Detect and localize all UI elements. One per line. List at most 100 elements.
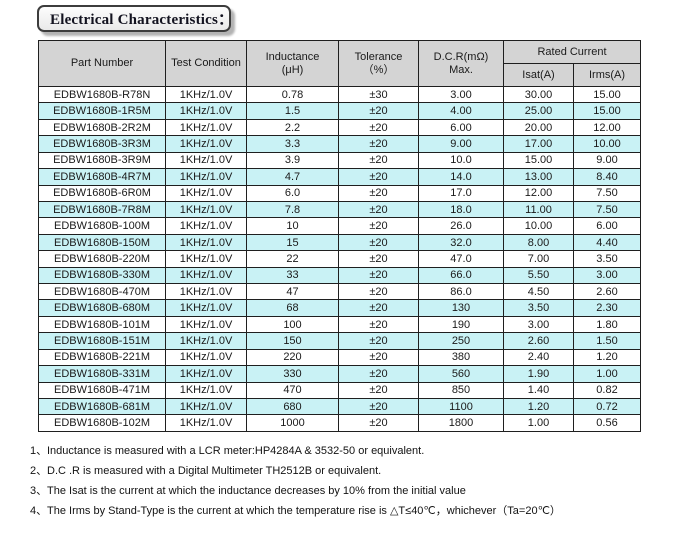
cell-isat: 5.50 bbox=[503, 266, 574, 285]
table-row: EDBW1680B-471M 1KHz/1.0V 470 ±20 850 1.40 0.82 bbox=[38, 381, 641, 400]
table-row: EDBW1680B-220M 1KHz/1.0V 22 ±20 47.0 7.00 3.50 bbox=[38, 250, 641, 268]
table-row: EDBW1680B-R78N 1KHz/1.0V 0.78 ±30 3.00 30.00 1… bbox=[38, 85, 641, 104]
cell-dcr-max: 6.00 bbox=[418, 118, 504, 137]
header-tolerance-label: Tolerance bbox=[354, 50, 403, 63]
cell-inductance: 4.7 bbox=[246, 168, 339, 186]
footnote-text: D.C .R is measured with a Digital Multim… bbox=[47, 465, 382, 477]
cell-dcr-max: 10.0 bbox=[418, 151, 504, 170]
cell-tolerance: ±20 bbox=[338, 365, 419, 383]
cell-irms: 9.00 bbox=[573, 151, 641, 170]
footnote-number: 4、 bbox=[30, 505, 48, 517]
cell-irms: 12.00 bbox=[573, 118, 641, 137]
cell-part-number: EDBW1680B-102M bbox=[38, 414, 166, 432]
cell-inductance: 100 bbox=[246, 315, 339, 334]
cell-dcr-max: 850 bbox=[418, 381, 504, 400]
cell-tolerance: ±20 bbox=[338, 266, 419, 285]
cell-inductance: 330 bbox=[246, 365, 339, 383]
footnote: 4、 The Irms by Stand-Type is the current … bbox=[30, 501, 660, 521]
cell-isat: 7.00 bbox=[503, 250, 574, 268]
cell-isat: 1.20 bbox=[503, 398, 574, 416]
header-test-condition: Test Condition bbox=[165, 40, 247, 87]
cell-inductance: 22 bbox=[246, 250, 339, 268]
table-row: EDBW1680B-221M 1KHz/1.0V 220 ±20 380 2.40 1.20 bbox=[38, 348, 641, 367]
cell-dcr-max: 9.00 bbox=[418, 135, 504, 153]
cell-test-condition: 1KHz/1.0V bbox=[165, 217, 247, 235]
table-row: EDBW1680B-1R5M 1KHz/1.0V 1.5 ±20 4.00 25.00 15… bbox=[38, 102, 641, 120]
cell-part-number: EDBW1680B-3R9M bbox=[38, 151, 166, 170]
cell-tolerance: ±20 bbox=[338, 184, 419, 202]
cell-test-condition: 1KHz/1.0V bbox=[165, 414, 247, 432]
table-header: Part Number Test Condition Inductance (μ… bbox=[38, 40, 641, 87]
cell-tolerance: ±20 bbox=[338, 102, 419, 120]
cell-isat: 2.60 bbox=[503, 332, 574, 350]
cell-part-number: EDBW1680B-R78N bbox=[38, 85, 166, 104]
cell-tolerance: ±20 bbox=[338, 299, 419, 317]
cell-dcr-max: 18.0 bbox=[418, 200, 504, 219]
header-dcr-max: Max. bbox=[449, 63, 473, 76]
cell-irms: 2.30 bbox=[573, 299, 641, 317]
cell-dcr-max: 47.0 bbox=[418, 250, 504, 268]
cell-test-condition: 1KHz/1.0V bbox=[165, 168, 247, 186]
cell-test-condition: 1KHz/1.0V bbox=[165, 200, 247, 219]
cell-tolerance: ±20 bbox=[338, 168, 419, 186]
cell-irms: 7.50 bbox=[573, 200, 641, 219]
cell-irms: 8.40 bbox=[573, 168, 641, 186]
cell-irms: 6.00 bbox=[573, 217, 641, 235]
table-row: EDBW1680B-681M 1KHz/1.0V 680 ±20 1100 1.20 0.7… bbox=[38, 398, 641, 416]
table-row: EDBW1680B-2R2M 1KHz/1.0V 2.2 ±20 6.00 20.00 12… bbox=[38, 118, 641, 137]
cell-isat: 17.00 bbox=[503, 135, 574, 153]
cell-isat: 3.00 bbox=[503, 315, 574, 334]
cell-inductance: 150 bbox=[246, 332, 339, 350]
cell-isat: 1.00 bbox=[503, 414, 574, 432]
cell-irms: 1.20 bbox=[573, 348, 641, 367]
cell-tolerance: ±20 bbox=[338, 283, 419, 301]
cell-isat: 2.40 bbox=[503, 348, 574, 367]
cell-test-condition: 1KHz/1.0V bbox=[165, 299, 247, 317]
cell-irms: 1.80 bbox=[573, 315, 641, 334]
cell-part-number: EDBW1680B-680M bbox=[38, 299, 166, 317]
footnote-number: 1、 bbox=[30, 445, 48, 457]
cell-inductance: 6.0 bbox=[246, 184, 339, 202]
cell-part-number: EDBW1680B-1R5M bbox=[38, 102, 166, 120]
table-row: EDBW1680B-102M 1KHz/1.0V 1000 ±20 1800 1.00 0.… bbox=[38, 414, 641, 432]
cell-irms: 0.56 bbox=[573, 414, 641, 432]
table-row: EDBW1680B-331M 1KHz/1.0V 330 ±20 560 1.90 1.00 bbox=[38, 365, 641, 383]
footnote-text: The Isat is the current at which the ind… bbox=[47, 485, 466, 497]
section-title: Electrical Characteristics： bbox=[50, 12, 234, 28]
table-row: EDBW1680B-680M 1KHz/1.0V 68 ±20 130 3.50 2.30 bbox=[38, 299, 641, 317]
cell-dcr-max: 1100 bbox=[418, 398, 504, 416]
cell-part-number: EDBW1680B-331M bbox=[38, 365, 166, 383]
cell-dcr-max: 1800 bbox=[418, 414, 504, 432]
cell-irms: 3.00 bbox=[573, 266, 641, 285]
footnote: 2、 D.C .R is measured with a Digital Mult… bbox=[30, 461, 660, 481]
cell-test-condition: 1KHz/1.0V bbox=[165, 266, 247, 285]
cell-tolerance: ±20 bbox=[338, 151, 419, 170]
cell-tolerance: ±20 bbox=[338, 315, 419, 334]
cell-inductance: 220 bbox=[246, 348, 339, 367]
table-row: EDBW1680B-7R8M 1KHz/1.0V 7.8 ±20 18.0 11.00 7.… bbox=[38, 200, 641, 219]
cell-irms: 7.50 bbox=[573, 184, 641, 202]
cell-inductance: 470 bbox=[246, 381, 339, 400]
cell-isat: 20.00 bbox=[503, 118, 574, 137]
header-tolerance: Tolerance （%） bbox=[338, 40, 419, 87]
table-row: EDBW1680B-4R7M 1KHz/1.0V 4.7 ±20 14.0 13.00 8.… bbox=[38, 168, 641, 186]
table-row: EDBW1680B-151M 1KHz/1.0V 150 ±20 250 2.60 1.50 bbox=[38, 332, 641, 350]
cell-isat: 15.00 bbox=[503, 151, 574, 170]
cell-dcr-max: 190 bbox=[418, 315, 504, 334]
cell-isat: 3.50 bbox=[503, 299, 574, 317]
table-row: EDBW1680B-150M 1KHz/1.0V 15 ±20 32.0 8.00 4.40 bbox=[38, 233, 641, 252]
cell-tolerance: ±20 bbox=[338, 348, 419, 367]
table-row: EDBW1680B-101M 1KHz/1.0V 100 ±20 190 3.00 1.80 bbox=[38, 315, 641, 334]
cell-dcr-max: 26.0 bbox=[418, 217, 504, 235]
cell-irms: 3.50 bbox=[573, 250, 641, 268]
header-inductance-label: Inductance bbox=[265, 50, 320, 63]
cell-tolerance: ±20 bbox=[338, 233, 419, 252]
cell-inductance: 10 bbox=[246, 217, 339, 235]
footnote: 3、 The Isat is the current at which the i… bbox=[30, 481, 660, 501]
footnote-number: 2、 bbox=[30, 465, 48, 477]
cell-inductance: 3.3 bbox=[246, 135, 339, 153]
header-dcr-label: D.C.R(mΩ) bbox=[433, 50, 489, 63]
table-row: EDBW1680B-6R0M 1KHz/1.0V 6.0 ±20 17.0 12.00 7.… bbox=[38, 184, 641, 202]
header-dcr: D.C.R(mΩ) Max. bbox=[418, 40, 504, 87]
cell-test-condition: 1KHz/1.0V bbox=[165, 151, 247, 170]
